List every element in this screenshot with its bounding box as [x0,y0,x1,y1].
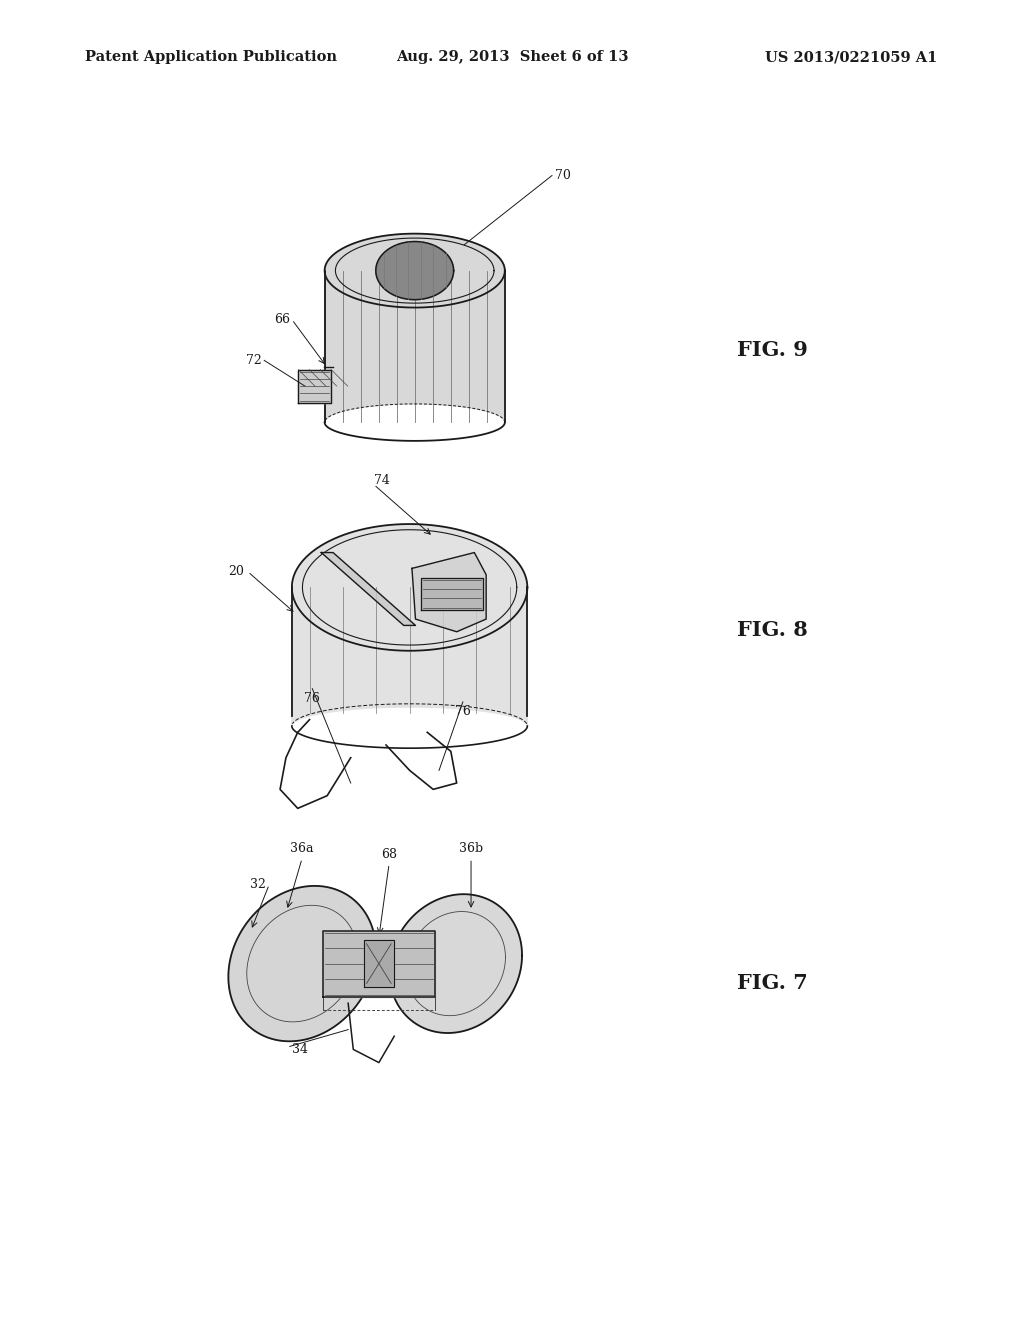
Text: 70: 70 [555,169,570,182]
Text: 76: 76 [304,692,321,705]
Text: 76: 76 [455,705,471,718]
Text: US 2013/0221059 A1: US 2013/0221059 A1 [765,50,937,65]
Polygon shape [323,931,435,997]
Text: 72: 72 [247,354,262,367]
Polygon shape [376,242,454,300]
Polygon shape [412,553,486,632]
Text: 68: 68 [381,847,397,861]
Polygon shape [322,553,416,626]
Text: 36a: 36a [291,842,313,855]
Text: Patent Application Publication: Patent Application Publication [85,50,337,65]
Polygon shape [325,234,505,422]
Text: 74: 74 [374,474,390,487]
Polygon shape [389,894,522,1034]
Text: 34: 34 [292,1043,308,1056]
Text: FIG. 7: FIG. 7 [737,973,808,994]
Polygon shape [292,524,527,726]
Polygon shape [298,370,331,403]
Text: FIG. 9: FIG. 9 [737,339,808,360]
Text: 66: 66 [273,313,290,326]
Polygon shape [364,940,394,987]
Polygon shape [422,578,482,610]
Text: FIG. 8: FIG. 8 [737,619,808,640]
Text: Aug. 29, 2013  Sheet 6 of 13: Aug. 29, 2013 Sheet 6 of 13 [395,50,629,65]
Text: 32: 32 [250,878,266,891]
Text: 20: 20 [227,565,244,578]
Polygon shape [228,886,376,1041]
Text: 36b: 36b [459,842,483,855]
